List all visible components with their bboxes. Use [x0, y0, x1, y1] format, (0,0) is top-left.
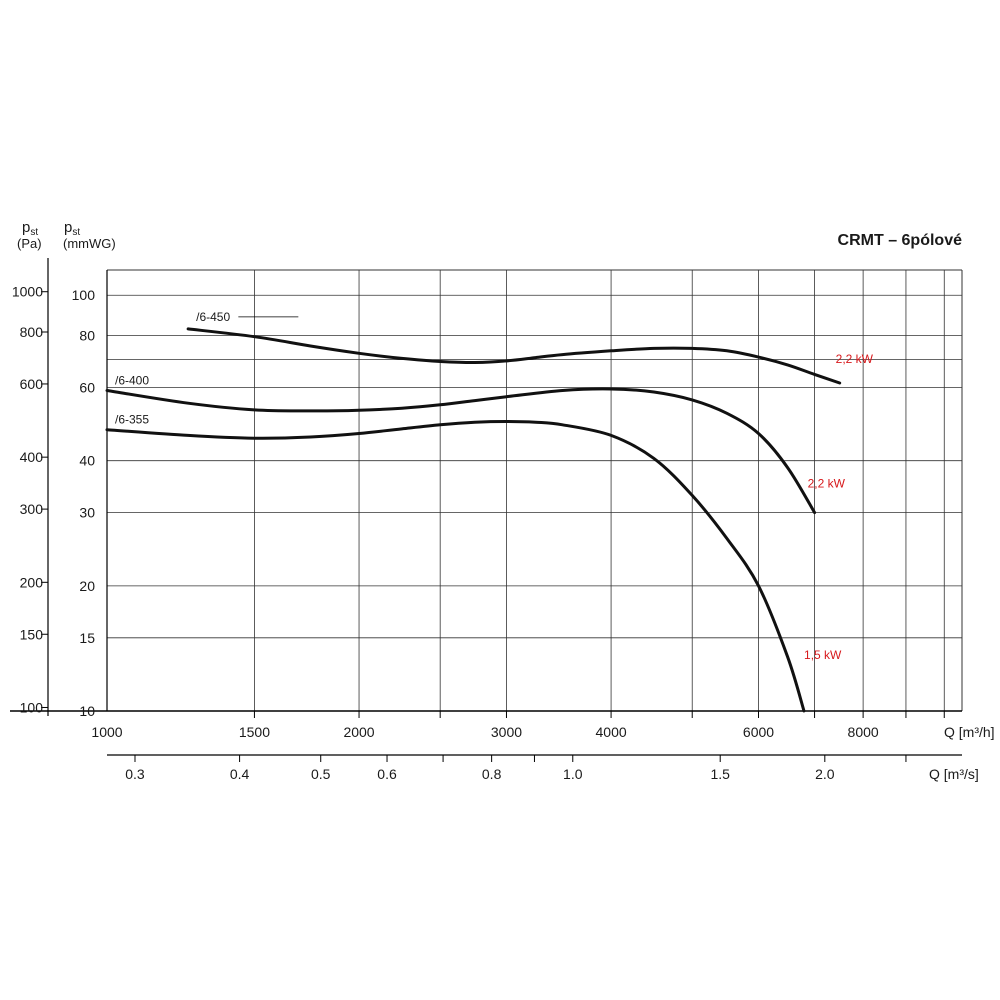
- x-tick-label-m3h: 1500: [239, 724, 270, 740]
- y-tick-label-pa: 100: [20, 699, 44, 715]
- series-curve: [186, 327, 842, 385]
- y-tick-label-pa: 200: [20, 574, 44, 590]
- y-tick-label-pa: 400: [20, 449, 44, 465]
- y-tick-label-mmwg: 30: [79, 505, 95, 521]
- y-axis-mmwg-label: pst: [64, 219, 80, 238]
- series-curve: [105, 387, 817, 515]
- y-axis-pa-label-sub: st: [30, 227, 38, 238]
- x-tick-label-m3h: 1000: [91, 724, 122, 740]
- x-tick-label-m3s: 0.5: [311, 766, 331, 782]
- x-tick-label-m3h: 3000: [491, 724, 522, 740]
- series-name-label: /6-355: [115, 413, 149, 427]
- tick-layer: 100 80 60 40 30 20 15 10 1000 800 600 400 300 200 150 1…: [12, 284, 945, 782]
- x-tick-label-m3s: 0.3: [125, 766, 145, 782]
- y-axis-mmwg-label-main: p: [64, 219, 72, 236]
- y-axis-mmwg-label-sub: st: [72, 227, 80, 238]
- y-axis-pa-label-main: p: [22, 219, 30, 236]
- series-power-label: 1,5 kW: [804, 648, 842, 662]
- series-label-layer: /6-450 2,2 kW/6-400 2,2 kW/6-355 1,5 kW: [115, 310, 874, 662]
- y-tick-label-pa: 600: [20, 376, 44, 392]
- x-tick-label-m3h: 8000: [848, 724, 879, 740]
- x-tick-label-m3s: 0.8: [482, 766, 502, 782]
- y-tick-label-pa: 800: [20, 324, 44, 340]
- x-tick-label-m3s: 1.5: [710, 766, 730, 782]
- series-power-label: 2,2 kW: [808, 477, 846, 491]
- series-name-label: /6-450: [196, 310, 230, 324]
- y-tick-label-mmwg: 10: [79, 703, 95, 719]
- grid-layer: [107, 270, 962, 712]
- y-tick-label-mmwg: 20: [79, 578, 95, 594]
- x-tick-label-m3s: 1.0: [563, 766, 583, 782]
- y-tick-label-mmwg: 80: [79, 328, 95, 344]
- y-axis-pa-label: pst: [22, 219, 38, 238]
- series-curve: [105, 419, 806, 713]
- x-tick-label-m3h: 4000: [596, 724, 627, 740]
- series-name-label: /6-400: [115, 374, 149, 388]
- y-tick-label-mmwg: 15: [79, 630, 95, 646]
- x-axis-m3s-label: Q [m³/s]: [929, 766, 979, 782]
- y-axis-mmwg-unit: (mmWG): [63, 236, 116, 251]
- x-tick-label-m3s: 0.4: [230, 766, 250, 782]
- y-tick-label-pa: 1000: [12, 284, 43, 300]
- x-axis-m3h-label: Q [m³/h]: [944, 724, 995, 740]
- series-power-label: 2,2 kW: [836, 352, 874, 366]
- x-tick-label-m3h: 2000: [343, 724, 374, 740]
- y-tick-label-pa: 300: [20, 501, 44, 517]
- y-tick-label-mmwg: 40: [79, 453, 95, 469]
- series-layer: [105, 327, 842, 713]
- y-tick-label-pa: 150: [20, 626, 44, 642]
- y-tick-label-mmwg: 100: [72, 287, 96, 303]
- x-tick-label-m3h: 6000: [743, 724, 774, 740]
- chart-title: CRMT – 6pólové: [838, 232, 963, 249]
- x-tick-label-m3s: 2.0: [815, 766, 835, 782]
- x-tick-label-m3s: 0.6: [377, 766, 397, 782]
- y-axis-pa-unit: (Pa): [17, 236, 42, 251]
- y-tick-label-mmwg: 60: [79, 379, 95, 395]
- plot-frame: [10, 258, 963, 756]
